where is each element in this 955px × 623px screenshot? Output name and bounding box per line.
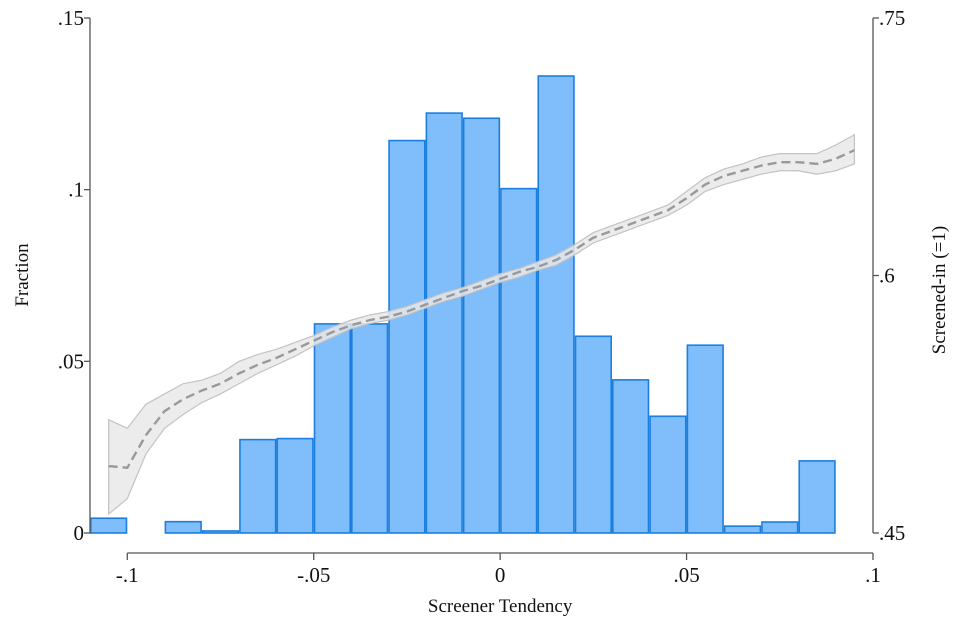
histogram-bar <box>239 438 277 534</box>
trend-line <box>108 149 855 470</box>
histogram-bar <box>537 75 575 534</box>
histogram-bar <box>500 187 538 534</box>
x-tick-label: .1 <box>865 563 881 587</box>
histogram-bar <box>164 520 202 534</box>
left-y-tick-label: .05 <box>58 349 84 373</box>
histogram-bar <box>388 139 426 534</box>
confidence-band <box>108 133 855 516</box>
left-y-axis-title: Fraction <box>12 243 33 307</box>
x-tick-label: 0 <box>495 563 506 587</box>
histogram-bar <box>313 323 352 534</box>
histogram-bar <box>462 117 501 534</box>
histogram-bar <box>611 379 650 534</box>
x-tick-label: .05 <box>673 563 699 587</box>
x-axis-title: Screener Tendency <box>428 596 573 617</box>
x-tick-label: -.1 <box>116 563 139 587</box>
right-y-tick-label: .45 <box>879 521 905 545</box>
right-y-tick-label: .6 <box>879 264 895 288</box>
right-y-tick-label: .75 <box>879 6 905 30</box>
histogram-bar <box>276 437 314 534</box>
histogram-bar <box>90 517 128 534</box>
confidence-band-layer <box>108 133 855 516</box>
trend-line-layer <box>108 149 855 470</box>
histogram-bar <box>425 112 463 534</box>
left-y-tick-label: .1 <box>68 178 84 202</box>
right-y-axis-title: Screened-in (=1) <box>929 226 950 354</box>
histogram-bar <box>761 521 799 534</box>
histogram-bar <box>201 530 240 534</box>
histogram-bars <box>90 75 836 534</box>
histogram-bar <box>798 460 836 534</box>
histogram-bar <box>723 525 762 534</box>
histogram-bar <box>686 344 724 534</box>
histogram-bar <box>574 335 613 534</box>
left-y-tick-label: .15 <box>58 6 84 30</box>
histogram-bar <box>350 323 389 534</box>
axis-ticks: 0 .05 .1 .15 .45 .6 .75 -.1 -.05 0 .05 .1 <box>58 6 906 587</box>
x-tick-label: -.05 <box>297 563 330 587</box>
histogram-bar <box>649 415 687 534</box>
left-y-tick-label: 0 <box>74 521 85 545</box>
